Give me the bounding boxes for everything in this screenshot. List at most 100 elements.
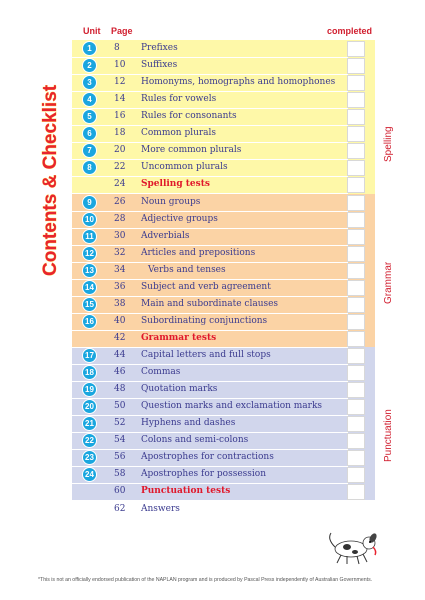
table-row: 6 18 Common plurals	[72, 125, 348, 143]
completed-checkbox[interactable]	[347, 75, 365, 91]
page-number: 14	[114, 94, 126, 104]
unit-badge: 4	[82, 92, 97, 107]
table-row: 23 56 Apostrophes for contractions	[72, 449, 348, 467]
completed-checkbox[interactable]	[347, 314, 365, 330]
completed-checkbox[interactable]	[347, 382, 365, 398]
unit-badge: 14	[82, 280, 97, 295]
completed-checkbox[interactable]	[347, 450, 365, 466]
topic-label: Apostrophes for possession	[141, 469, 266, 479]
topic-label: Verbs and tenses	[148, 265, 226, 275]
table-row: 18 46 Commas	[72, 364, 348, 382]
page-number: 10	[114, 60, 126, 70]
table-row: 13 34 Verbs and tenses	[72, 262, 348, 280]
completed-checkbox[interactable]	[347, 433, 365, 449]
page-number: 30	[114, 231, 126, 241]
completed-checkbox[interactable]	[347, 92, 365, 108]
page-number: 62	[114, 504, 126, 514]
unit-badge: 5	[82, 109, 97, 124]
table-row: 17 44 Capital letters and full stops	[72, 347, 348, 365]
completed-checkbox[interactable]	[347, 467, 365, 483]
table-row: 14 36 Subject and verb agreement	[72, 279, 348, 297]
completed-checkbox[interactable]	[347, 399, 365, 415]
table-row: 16 40 Subordinating conjunctions	[72, 313, 348, 331]
topic-label: Subordinating conjunctions	[141, 316, 268, 326]
completed-checkbox[interactable]	[347, 280, 365, 296]
table-row: 5 16 Rules for consonants	[72, 108, 348, 126]
completed-checkbox[interactable]	[347, 160, 365, 176]
page-number: 54	[114, 435, 126, 445]
table-row: 20 50 Question marks and exclamation marks	[72, 398, 348, 416]
completed-checkbox[interactable]	[347, 331, 365, 347]
topic-label: Apostrophes for contractions	[141, 452, 274, 462]
grammar-band	[72, 194, 375, 347]
completed-checkbox[interactable]	[347, 229, 365, 245]
topic-label: Question marks and exclamation marks	[141, 401, 323, 411]
page-number: 12	[114, 77, 126, 87]
page-number: 42	[114, 333, 126, 343]
completed-checkbox[interactable]	[347, 416, 365, 432]
completed-checkbox[interactable]	[347, 246, 365, 262]
table-row: 3 12 Homonyms, homographs and homophones	[72, 74, 348, 92]
table-row: 7 20 More common plurals	[72, 142, 348, 160]
table-row: 11 30 Adverbials	[72, 228, 348, 246]
page-number: 52	[114, 418, 126, 428]
topic-label: Commas	[141, 367, 181, 377]
completed-checkbox[interactable]	[347, 297, 365, 313]
topic-label: Rules for consonants	[141, 111, 237, 121]
page-number: 56	[114, 452, 126, 462]
completed-checkbox[interactable]	[347, 109, 365, 125]
page-number: 8	[114, 43, 120, 53]
unit-badge: 3	[82, 75, 97, 90]
table-row: 1 8 Prefixes	[72, 40, 348, 58]
page-number: 44	[114, 350, 126, 360]
page-number: 24	[114, 179, 126, 189]
page-number: 32	[114, 248, 126, 258]
unit-badge: 17	[82, 348, 97, 363]
completed-checkbox[interactable]	[347, 212, 365, 228]
topic-label: Colons and semi-colons	[141, 435, 249, 445]
page-number: 40	[114, 316, 126, 326]
table-row: 60 Punctuation tests	[72, 483, 348, 501]
unit-badge: 22	[82, 433, 97, 448]
topic-label: Spelling tests	[141, 179, 210, 189]
unit-badge: 11	[82, 229, 97, 244]
topic-label: Adjective groups	[141, 214, 218, 224]
completed-checkbox[interactable]	[347, 195, 365, 211]
page-title: Contents & Checklist	[30, 62, 66, 282]
unit-badge: 6	[82, 126, 97, 141]
dog-illustration	[323, 527, 381, 565]
table-row: 62 Answers	[72, 501, 348, 518]
topic-label: Homonyms, homographs and homophones	[141, 77, 336, 87]
page-number: 26	[114, 197, 126, 207]
page-title-text: Contents & Checklist	[40, 84, 61, 276]
unit-badge: 15	[82, 297, 97, 312]
completed-checkbox[interactable]	[347, 126, 365, 142]
completed-checkbox[interactable]	[347, 58, 365, 74]
section-label-grammar: Grammar	[380, 238, 394, 308]
svg-text:Grammar: Grammar	[383, 261, 394, 304]
completed-checkbox[interactable]	[347, 177, 365, 193]
completed-checkbox[interactable]	[347, 263, 365, 279]
page-number: 34	[114, 265, 126, 275]
topic-label: Subject and verb agreement	[141, 282, 271, 292]
unit-badge: 18	[82, 365, 97, 380]
spelling-band	[72, 40, 375, 194]
completed-checkbox[interactable]	[347, 365, 365, 381]
page-number: 28	[114, 214, 126, 224]
topic-label: Rules for vowels	[141, 94, 217, 104]
topic-label: Grammar tests	[141, 333, 217, 343]
section-label-punctuation: Punctuation	[380, 392, 394, 464]
completed-checkbox[interactable]	[347, 143, 365, 159]
header-completed: completed	[327, 26, 373, 36]
page-number: 58	[114, 469, 126, 479]
topic-label: Main and subordinate clauses	[141, 299, 279, 309]
topic-label: Hyphens and dashes	[141, 418, 236, 428]
completed-checkbox[interactable]	[347, 484, 365, 500]
page-number: 16	[114, 111, 126, 121]
completed-checkbox[interactable]	[347, 41, 365, 57]
header-unit: Unit	[83, 26, 101, 36]
page-number: 36	[114, 282, 126, 292]
topic-label: Noun groups	[141, 197, 201, 207]
completed-checkbox[interactable]	[347, 348, 365, 364]
topic-label: Capital letters and full stops	[141, 350, 271, 360]
